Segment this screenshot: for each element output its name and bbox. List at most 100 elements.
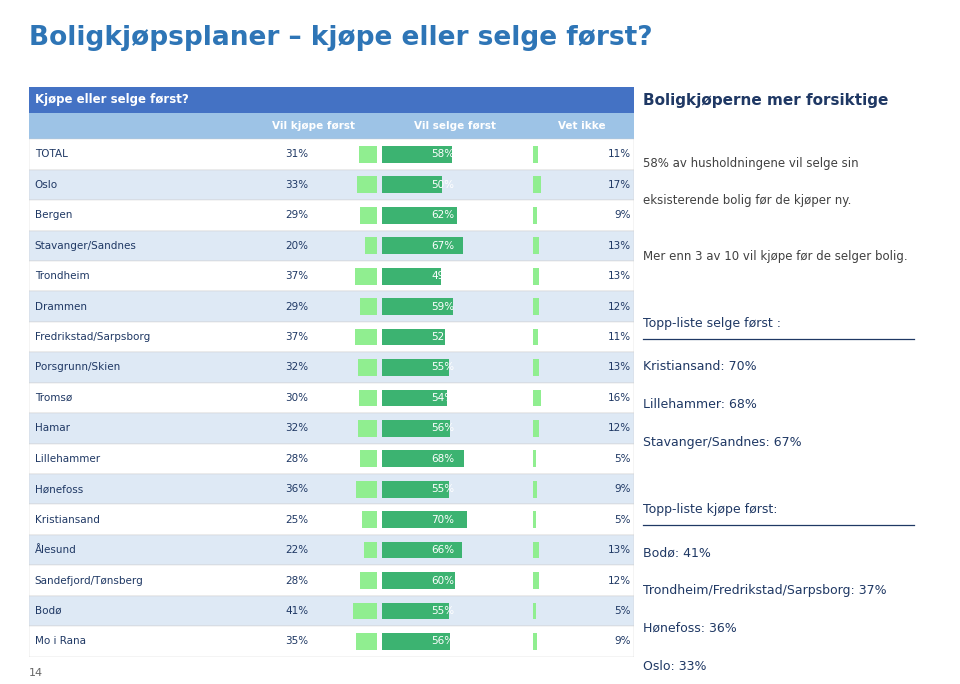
Text: Mo i Rana: Mo i Rana: [35, 636, 85, 646]
FancyBboxPatch shape: [382, 298, 453, 315]
FancyBboxPatch shape: [382, 481, 448, 497]
Text: 52%: 52%: [432, 332, 455, 342]
FancyBboxPatch shape: [533, 512, 536, 528]
Text: 13%: 13%: [608, 363, 631, 373]
Text: 62%: 62%: [432, 210, 455, 220]
Text: Topp-liste selge først :: Topp-liste selge først :: [643, 317, 781, 330]
Text: 35%: 35%: [285, 636, 309, 646]
Text: Stavanger/Sandnes: 67%: Stavanger/Sandnes: 67%: [643, 436, 802, 449]
FancyBboxPatch shape: [355, 481, 377, 497]
FancyBboxPatch shape: [357, 176, 377, 193]
FancyBboxPatch shape: [533, 451, 536, 467]
FancyBboxPatch shape: [382, 603, 448, 619]
FancyBboxPatch shape: [29, 113, 634, 140]
Text: 32%: 32%: [285, 423, 309, 434]
FancyBboxPatch shape: [29, 261, 634, 291]
Text: TOTAL: TOTAL: [35, 149, 68, 159]
FancyBboxPatch shape: [29, 413, 634, 444]
Text: 56%: 56%: [432, 423, 455, 434]
Text: 29%: 29%: [285, 302, 309, 312]
FancyBboxPatch shape: [362, 512, 377, 528]
FancyBboxPatch shape: [533, 633, 538, 650]
Text: Mer enn 3 av 10 vil kjøpe før de selger bolig.: Mer enn 3 av 10 vil kjøpe før de selger …: [643, 250, 908, 263]
FancyBboxPatch shape: [533, 237, 540, 254]
Text: 66%: 66%: [432, 545, 455, 555]
FancyBboxPatch shape: [382, 451, 465, 467]
FancyBboxPatch shape: [360, 298, 377, 315]
Text: 13%: 13%: [608, 241, 631, 251]
Text: 56%: 56%: [432, 636, 455, 646]
FancyBboxPatch shape: [29, 535, 634, 565]
FancyBboxPatch shape: [382, 329, 444, 345]
Text: Lillehammer: 68%: Lillehammer: 68%: [643, 398, 757, 411]
FancyBboxPatch shape: [533, 420, 539, 436]
Text: 36%: 36%: [285, 484, 309, 495]
FancyBboxPatch shape: [364, 542, 377, 558]
Text: Tromsø: Tromsø: [35, 393, 72, 403]
FancyBboxPatch shape: [358, 420, 377, 436]
FancyBboxPatch shape: [382, 359, 448, 376]
FancyBboxPatch shape: [382, 268, 442, 285]
FancyBboxPatch shape: [29, 140, 634, 170]
FancyBboxPatch shape: [533, 603, 536, 619]
Text: 60%: 60%: [432, 575, 455, 586]
FancyBboxPatch shape: [533, 329, 539, 345]
Text: Drammen: Drammen: [35, 302, 86, 312]
Text: Fredrikstad/Sarpsborg: Fredrikstad/Sarpsborg: [35, 332, 150, 342]
Text: 25%: 25%: [285, 514, 309, 525]
Text: 20%: 20%: [285, 241, 308, 251]
Text: 55%: 55%: [432, 363, 455, 373]
FancyBboxPatch shape: [382, 146, 452, 163]
Text: Sandefjord/Tønsberg: Sandefjord/Tønsberg: [35, 575, 144, 586]
Text: Boligkjøperne mer forsiktige: Boligkjøperne mer forsiktige: [643, 93, 889, 107]
FancyBboxPatch shape: [365, 237, 377, 254]
Text: Boligkjøpsplaner – kjøpe eller selge først?: Boligkjøpsplaner – kjøpe eller selge før…: [29, 25, 653, 51]
Text: Kjøpe eller selge først?: Kjøpe eller selge først?: [35, 94, 188, 107]
Text: 41%: 41%: [285, 606, 309, 616]
Text: Vil selge først: Vil selge først: [414, 121, 496, 131]
Text: Porsgrunn/Skien: Porsgrunn/Skien: [35, 363, 120, 373]
Text: 11%: 11%: [608, 149, 631, 159]
FancyBboxPatch shape: [29, 231, 634, 261]
Text: 12%: 12%: [608, 423, 631, 434]
FancyBboxPatch shape: [29, 596, 634, 627]
FancyBboxPatch shape: [533, 359, 540, 376]
Text: Kristiansand: Kristiansand: [35, 514, 100, 525]
FancyBboxPatch shape: [29, 322, 634, 352]
Text: Oslo: Oslo: [35, 180, 58, 190]
Text: 11%: 11%: [608, 332, 631, 342]
FancyBboxPatch shape: [382, 390, 447, 406]
FancyBboxPatch shape: [533, 542, 540, 558]
Text: Oslo: 33%: Oslo: 33%: [643, 659, 707, 672]
FancyBboxPatch shape: [352, 603, 377, 619]
Text: 49%: 49%: [432, 271, 455, 281]
Text: Ålesund: Ålesund: [35, 545, 77, 555]
Text: Vil kjøpe først: Vil kjøpe først: [272, 121, 354, 131]
Text: 12%: 12%: [608, 575, 631, 586]
Text: 5%: 5%: [614, 453, 631, 464]
Text: 33%: 33%: [285, 180, 309, 190]
FancyBboxPatch shape: [533, 481, 538, 497]
Text: Hamar: Hamar: [35, 423, 70, 434]
Text: Hønefoss: Hønefoss: [35, 484, 84, 495]
FancyBboxPatch shape: [382, 207, 457, 224]
FancyBboxPatch shape: [29, 200, 634, 231]
FancyBboxPatch shape: [29, 627, 634, 657]
FancyBboxPatch shape: [360, 451, 377, 467]
FancyBboxPatch shape: [359, 390, 377, 406]
Text: 70%: 70%: [432, 514, 455, 525]
Text: Hønefoss: 36%: Hønefoss: 36%: [643, 622, 737, 635]
FancyBboxPatch shape: [360, 207, 377, 224]
Text: Stavanger/Sandnes: Stavanger/Sandnes: [35, 241, 136, 251]
FancyBboxPatch shape: [533, 146, 539, 163]
Text: 17%: 17%: [608, 180, 631, 190]
Text: 5%: 5%: [614, 606, 631, 616]
FancyBboxPatch shape: [533, 176, 541, 193]
FancyBboxPatch shape: [382, 512, 467, 528]
Text: Bodø: Bodø: [35, 606, 61, 616]
Text: 9%: 9%: [614, 636, 631, 646]
Text: eksisterende bolig før de kjøper ny.: eksisterende bolig før de kjøper ny.: [643, 194, 852, 207]
FancyBboxPatch shape: [382, 542, 462, 558]
Text: 28%: 28%: [285, 453, 309, 464]
Text: 37%: 37%: [285, 271, 309, 281]
